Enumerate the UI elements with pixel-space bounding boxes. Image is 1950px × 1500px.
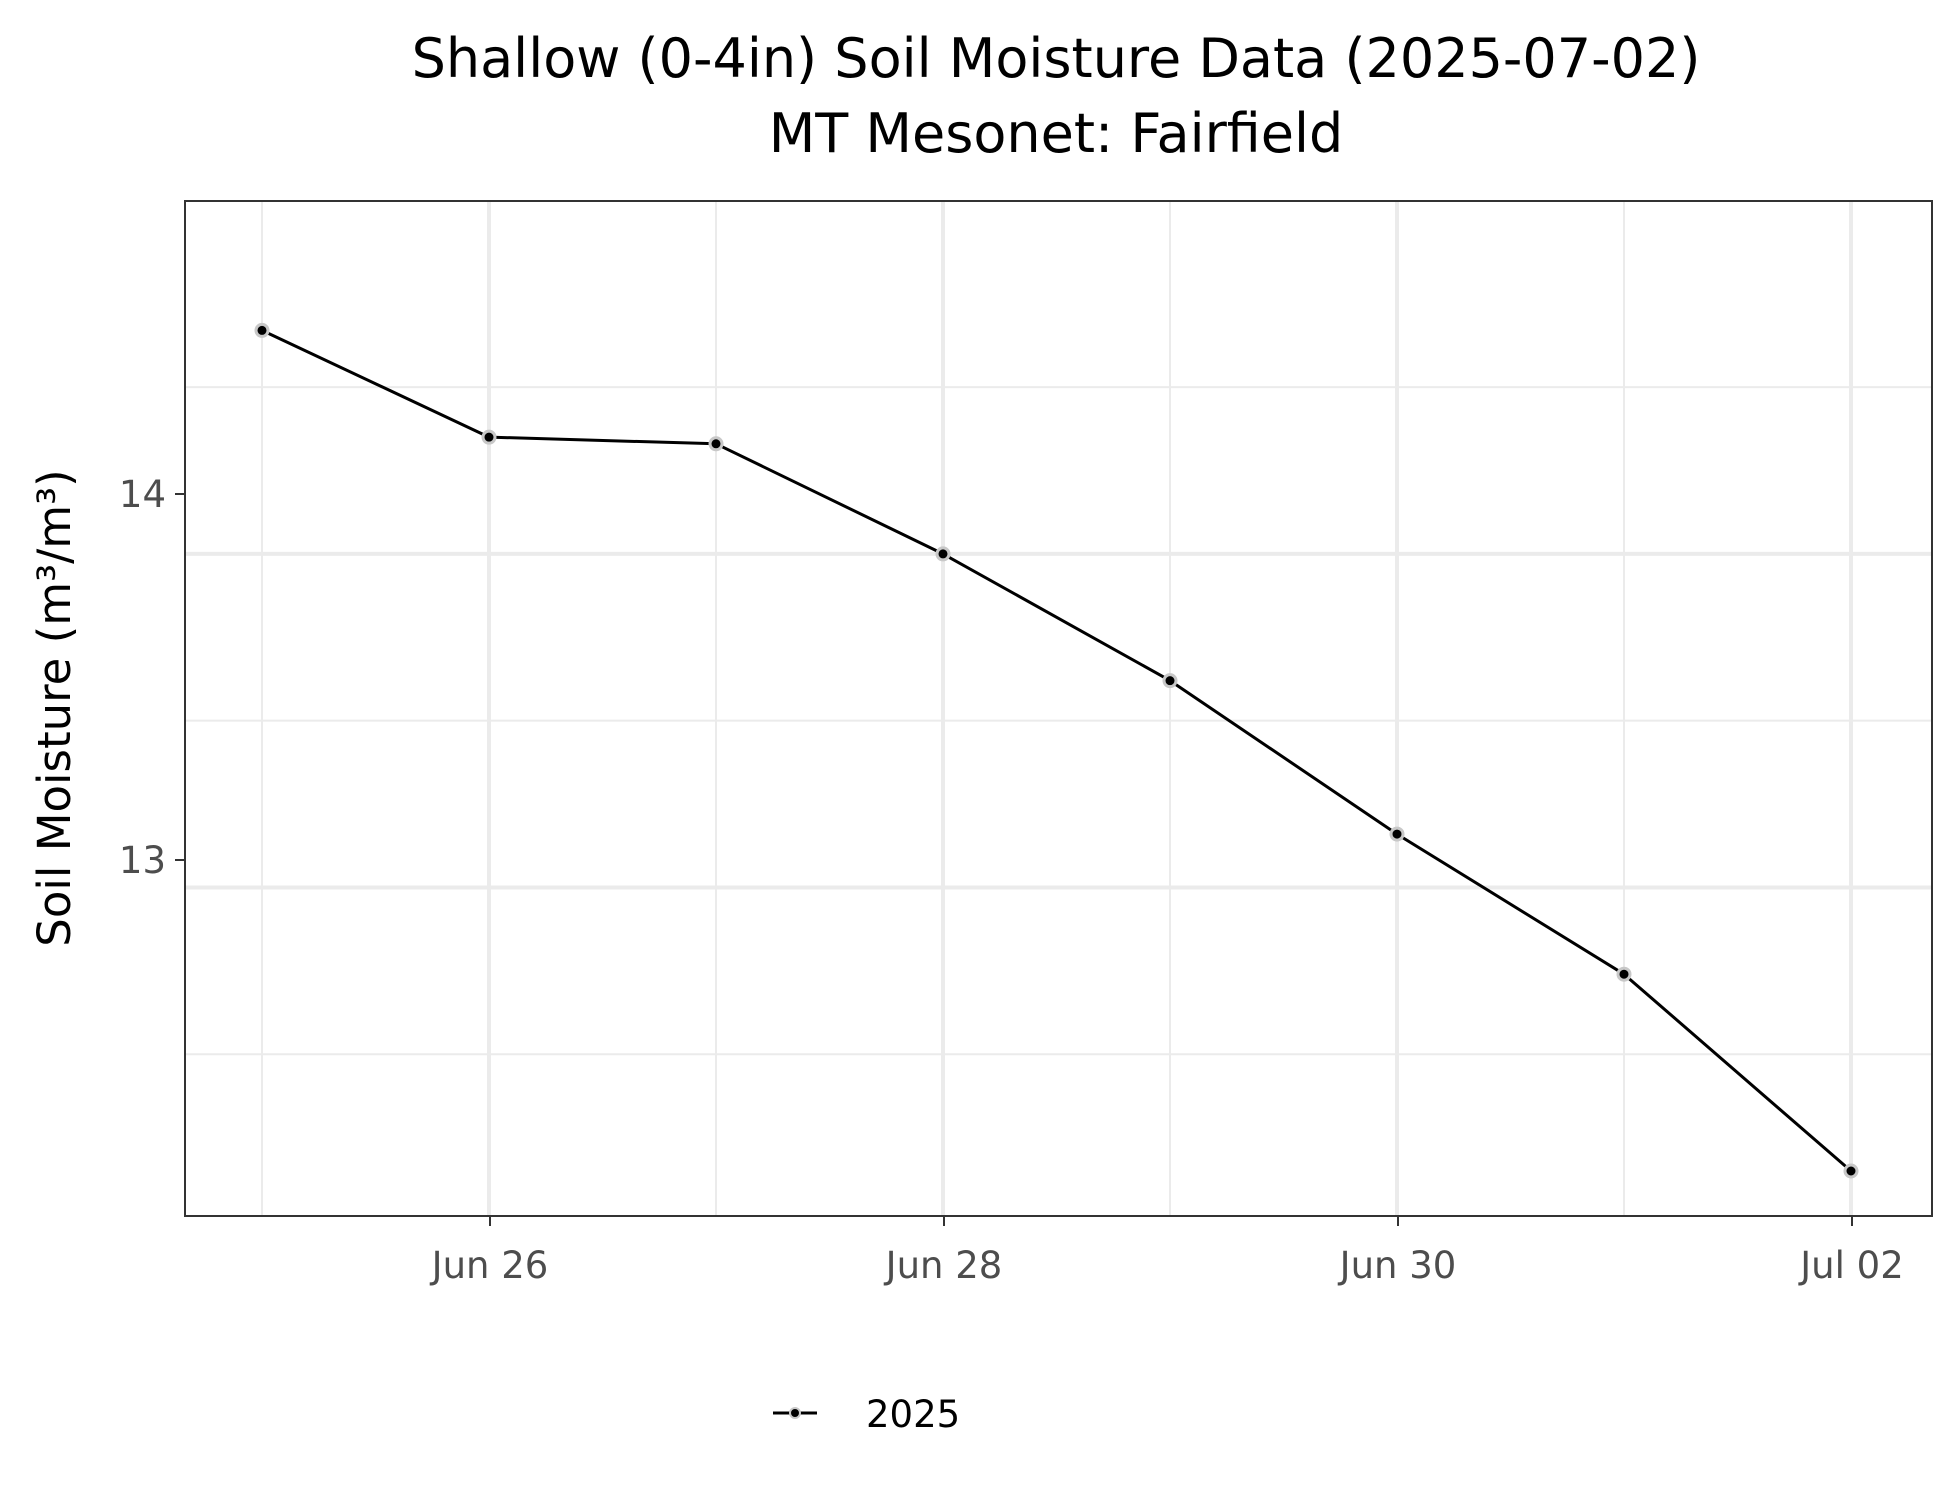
minor-gridlines xyxy=(185,201,1932,1216)
x-tick-label: Jun 26 xyxy=(430,1244,549,1287)
plot-panel-border xyxy=(184,200,1933,1217)
y-tick-label: 13 xyxy=(119,839,166,882)
data-point xyxy=(1389,826,1405,842)
x-tick-label: Jun 30 xyxy=(1338,1244,1457,1287)
data-point xyxy=(481,429,497,445)
data-point xyxy=(1616,966,1632,982)
chart-subtitle: MT Mesonet: Fairfield xyxy=(769,102,1344,165)
series-layer xyxy=(254,322,1859,1179)
legend-label: 2025 xyxy=(866,1393,960,1436)
y-tick-label: 14 xyxy=(119,473,166,516)
data-point xyxy=(254,322,270,338)
legend-key-point xyxy=(789,1407,801,1419)
x-tick-label: Jun 28 xyxy=(884,1244,1003,1287)
major-gridlines xyxy=(185,201,1932,1216)
x-axis: Jun 26 Jun 28 Jun 30 Jul 02 xyxy=(430,1216,1904,1287)
data-point xyxy=(1843,1163,1859,1179)
plot-panel-background xyxy=(185,201,1932,1216)
x-tick-label: Jul 02 xyxy=(1798,1244,1903,1287)
y-axis-title: Soil Moisture (m³/m³) xyxy=(28,469,81,946)
y-axis: 13 14 Soil Moisture (m³/m³) xyxy=(28,469,185,947)
data-point xyxy=(708,436,724,452)
data-point xyxy=(935,546,951,562)
data-point xyxy=(1162,673,1178,689)
chart-title: Shallow (0-4in) Soil Moisture Data (2025… xyxy=(412,27,1701,90)
legend: 2025 xyxy=(773,1393,960,1436)
series-line xyxy=(261,329,1852,1173)
